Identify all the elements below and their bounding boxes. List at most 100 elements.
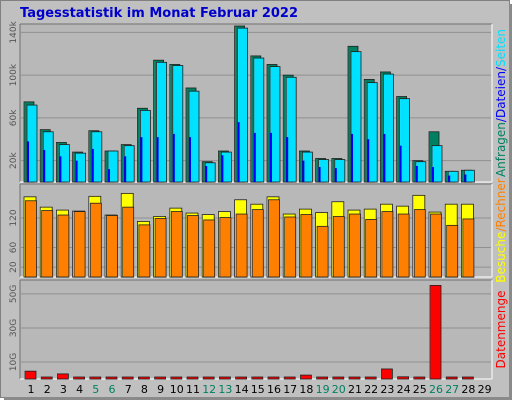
bar-dateien bbox=[286, 137, 289, 182]
bar-datenmenge-outline bbox=[40, 376, 53, 380]
bar-datenmenge-outline bbox=[429, 285, 442, 380]
bar-seiten-outline bbox=[237, 27, 249, 183]
bar-rechner bbox=[414, 209, 426, 277]
bar-seiten-outline bbox=[399, 98, 411, 183]
bar-rechner bbox=[74, 211, 86, 277]
bar-seiten-outline bbox=[285, 76, 297, 183]
bar-seiten bbox=[270, 66, 280, 182]
day-label: 10 bbox=[170, 383, 184, 396]
bar-rechner bbox=[252, 209, 264, 277]
bar-seiten bbox=[172, 65, 183, 182]
bar-rechner-outline bbox=[332, 216, 345, 278]
bar-seiten-outline bbox=[269, 66, 281, 183]
day-label: 27 bbox=[445, 383, 459, 396]
side-label-seiten: Seiten bbox=[494, 29, 508, 67]
bar-seiten-outline bbox=[431, 145, 443, 183]
bar-datenmenge bbox=[106, 377, 117, 379]
bar-datenmenge-outline bbox=[57, 373, 69, 380]
bar-datenmenge bbox=[349, 377, 360, 379]
bar-datenmenge bbox=[41, 377, 53, 379]
bar-datenmenge bbox=[332, 377, 344, 379]
bar-dateien bbox=[43, 149, 46, 182]
bar-dateien bbox=[432, 167, 434, 182]
y-tick-label: 50G bbox=[9, 285, 19, 303]
bar-datenmenge bbox=[430, 285, 441, 379]
day-label: 4 bbox=[76, 383, 83, 396]
bar-datenmenge-outline bbox=[235, 376, 248, 380]
bar-datenmenge bbox=[462, 377, 474, 379]
bar-dateien bbox=[172, 133, 175, 182]
bar-dateien bbox=[383, 133, 386, 182]
day-label: 7 bbox=[125, 383, 132, 396]
bar-datenmenge-outline bbox=[154, 376, 167, 380]
side-label-separator: / bbox=[494, 66, 508, 71]
bar-dateien bbox=[318, 167, 321, 182]
bar-datenmenge bbox=[122, 377, 134, 379]
bar-dateien bbox=[253, 132, 256, 182]
bar-dateien bbox=[59, 156, 62, 182]
bar-datenmenge bbox=[397, 376, 409, 379]
y-tick-label: 20k bbox=[9, 152, 19, 169]
bar-rechner bbox=[300, 214, 312, 277]
bar-rechner bbox=[90, 203, 102, 277]
bar-rechner bbox=[430, 214, 442, 277]
frame-shadow-right bbox=[509, 4, 512, 400]
day-label: 15 bbox=[251, 383, 265, 396]
bar-rechner-outline bbox=[170, 211, 183, 278]
bar-datenmenge-outline bbox=[137, 376, 150, 380]
y-tick-label: 60 bbox=[9, 241, 19, 253]
day-label: 6 bbox=[109, 383, 116, 396]
bar-dateien bbox=[237, 122, 240, 182]
bar-datenmenge bbox=[251, 377, 263, 379]
day-label: 23 bbox=[380, 383, 394, 396]
bar-datenmenge bbox=[365, 377, 377, 379]
y-tick-label: 30G bbox=[9, 319, 19, 337]
bar-rechner bbox=[446, 225, 458, 277]
bar-seiten bbox=[124, 145, 135, 182]
bar-dateien bbox=[367, 139, 370, 182]
plot-area-bottom bbox=[20, 280, 492, 379]
bar-datenmenge-outline bbox=[121, 376, 134, 380]
bar-seiten bbox=[75, 153, 86, 182]
day-label: 9 bbox=[157, 383, 164, 396]
bar-rechner-outline bbox=[365, 219, 378, 278]
bar-datenmenge bbox=[138, 377, 150, 379]
side-label-anfragen: Anfragen bbox=[494, 122, 508, 177]
bar-seiten-outline bbox=[107, 150, 119, 183]
bar-seiten bbox=[286, 77, 297, 182]
bar-seiten bbox=[221, 152, 232, 182]
day-label: 12 bbox=[202, 383, 216, 396]
bar-seiten bbox=[91, 131, 102, 182]
bar-seiten bbox=[189, 91, 199, 182]
day-label: 16 bbox=[267, 383, 281, 396]
bar-dateien bbox=[27, 141, 29, 182]
side-label-separator: / bbox=[494, 227, 508, 232]
bar-datenmenge bbox=[219, 376, 231, 379]
bar-dateien bbox=[415, 165, 418, 182]
bar-seiten bbox=[205, 162, 216, 182]
bar-seiten-outline bbox=[253, 57, 265, 183]
bar-rechner-outline bbox=[154, 218, 167, 278]
bar-dateien bbox=[221, 155, 224, 182]
bar-rechner-outline bbox=[397, 213, 410, 278]
y-tick-label: 10G bbox=[9, 353, 19, 371]
bar-dateien bbox=[351, 133, 353, 182]
day-label: 21 bbox=[348, 383, 362, 396]
bar-datenmenge-outline bbox=[299, 374, 312, 380]
day-label: 29 bbox=[478, 383, 492, 396]
frame-shadow-bottom bbox=[4, 397, 512, 400]
day-label: 25 bbox=[413, 383, 427, 396]
bar-rechner bbox=[138, 224, 150, 277]
bar-datenmenge-outline bbox=[267, 376, 280, 380]
bar-dateien bbox=[205, 165, 208, 182]
bar-datenmenge bbox=[73, 377, 85, 379]
bar-datenmenge bbox=[25, 371, 36, 379]
bar-rechner-outline bbox=[122, 206, 135, 278]
bar-seiten bbox=[399, 98, 410, 182]
bar-rechner-outline bbox=[251, 209, 264, 278]
bar-datenmenge-outline bbox=[218, 376, 231, 380]
bar-datenmenge bbox=[316, 377, 328, 379]
bar-dateien bbox=[448, 175, 451, 182]
bar-seiten bbox=[27, 105, 37, 182]
